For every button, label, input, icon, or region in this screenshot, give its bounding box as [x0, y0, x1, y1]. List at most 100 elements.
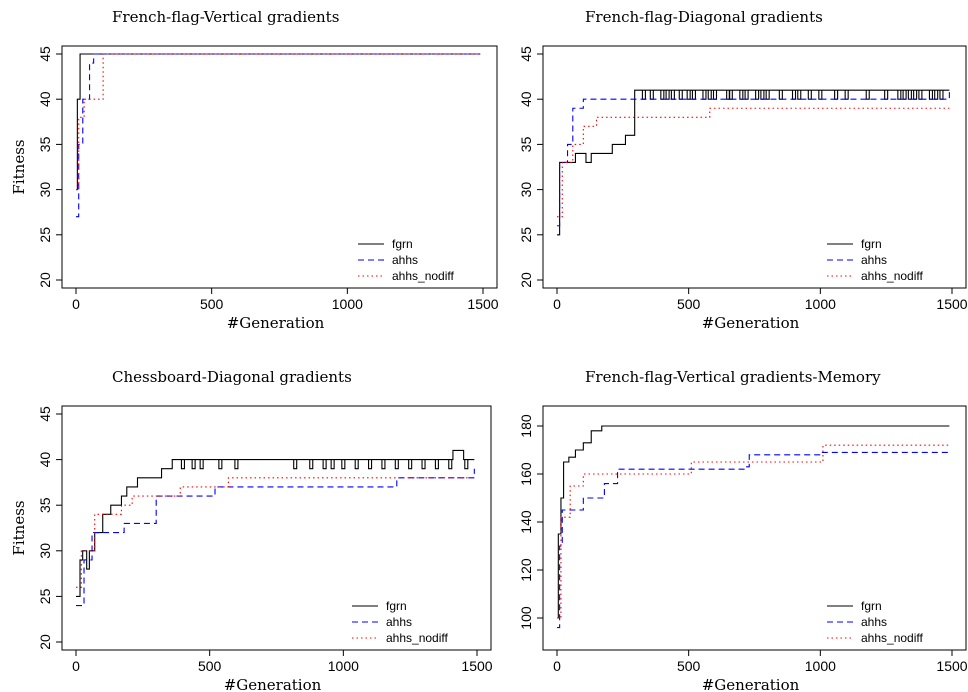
chart-panel-1: French-flag-Vertical gradients 0 500 1000 15… [10, 8, 499, 332]
series-spike-fgrn [464, 459, 469, 470]
y-tick-label: 20 [37, 634, 53, 650]
x-tick-label: 500 [200, 296, 224, 312]
legend-label-ahhs: ahhs [392, 253, 418, 267]
y-tick-label: 100 [518, 606, 534, 630]
x-tick-label: 1000 [332, 296, 363, 312]
series-line-ahhs [76, 53, 481, 218]
series-spike-fgrn [649, 90, 654, 100]
series-line-ahhs_nodiff [76, 53, 481, 191]
x-axis-label: #Generation [224, 676, 322, 692]
x-tick-label: 500 [677, 658, 701, 674]
legend-label-fgrn: fgrn [392, 237, 413, 251]
x-tick-label: 0 [553, 658, 561, 674]
chart-title: French-flag-Vertical gradients [112, 8, 339, 26]
legend-label-ahhs: ahhs [386, 615, 412, 629]
x-axis-label: #Generation [702, 676, 800, 692]
chart-title: French-flag-Diagonal gradients [585, 8, 823, 26]
series-spike-fgrn [913, 90, 918, 100]
x-tick-label: 500 [198, 658, 222, 674]
x-tick-label: 0 [72, 296, 80, 312]
series-spike-fgrn [421, 459, 426, 470]
series-spike-fgrn [934, 90, 939, 100]
x-tick-label: 1000 [805, 658, 836, 674]
series-spike-fgrn [807, 90, 812, 100]
series-spike-fgrn [884, 90, 889, 100]
plot-frame [61, 405, 492, 651]
series-spike-fgrn [191, 459, 196, 470]
y-tick-label: 45 [518, 46, 534, 62]
series-spike-fgrn [368, 459, 373, 470]
plot-frame [61, 45, 498, 289]
series-spike-fgrn [641, 90, 646, 100]
legend-label-fgrn: fgrn [861, 599, 882, 613]
chart-title: French-flag-Vertical gradients-Memory [585, 368, 881, 386]
series-spike-fgrn [660, 90, 665, 100]
y-axis-label: Fitness [10, 500, 28, 555]
series-spike-fgrn [670, 90, 675, 100]
series-spike-fgrn [341, 459, 346, 470]
series-line-ahhs [557, 90, 950, 227]
x-axis-label: #Generation [227, 314, 325, 332]
series-spike-fgrn [818, 90, 823, 100]
series-spike-fgrn [760, 90, 765, 100]
series-spike-fgrn [354, 459, 359, 470]
legend-label-ahhs_nodiff: ahhs_nodiff [392, 269, 455, 283]
legend-label-fgrn: fgrn [386, 599, 407, 613]
x-tick-label: 1000 [805, 296, 836, 312]
series-spike-fgrn [897, 90, 902, 100]
series-line-ahhs [76, 468, 475, 607]
chart-panel-2: French-flag-Diagonal gradients 0 500 1000 15… [518, 8, 968, 332]
y-tick-label: 45 [37, 46, 53, 62]
x-tick-label: 500 [677, 296, 701, 312]
y-tick-label: 20 [37, 272, 53, 288]
y-tick-label: 25 [518, 227, 534, 243]
series-spike-fgrn [180, 459, 185, 470]
x-tick-label: 1500 [936, 296, 967, 312]
legend-label-ahhs: ahhs [861, 253, 887, 267]
y-tick-label: 30 [37, 543, 53, 559]
series-line-ahhs_nodiff [557, 107, 950, 218]
legend-label-ahhs_nodiff: ahhs_nodiff [861, 631, 924, 645]
series-spike-fgrn [234, 459, 239, 470]
series-spike-fgrn [394, 459, 399, 470]
y-tick-label: 45 [37, 406, 53, 422]
series-spike-fgrn [707, 90, 712, 100]
series-spike-fgrn [712, 90, 718, 100]
series-spike-fgrn [686, 90, 691, 100]
x-tick-label: 1500 [467, 296, 498, 312]
series-spike-fgrn [330, 459, 335, 470]
plot-frame [542, 45, 967, 289]
series-line-fgrn [557, 425, 950, 619]
y-tick-label: 35 [37, 136, 53, 152]
series-spike-fgrn [928, 90, 933, 100]
y-tick-label: 140 [518, 510, 534, 534]
series-spike-fgrn [199, 459, 204, 470]
y-tick-label: 35 [37, 497, 53, 513]
y-tick-label: 180 [518, 414, 534, 438]
series-spike-fgrn [665, 90, 670, 100]
series-spike-fgrn [939, 90, 944, 100]
y-tick-label: 30 [518, 182, 534, 198]
series-spike-fgrn [381, 459, 386, 470]
series-line-ahhs [557, 451, 950, 629]
legend-label-fgrn: fgrn [861, 237, 882, 251]
series-spike-fgrn [434, 459, 439, 470]
series-line-fgrn [76, 53, 481, 191]
series-spike-fgrn [765, 90, 770, 100]
x-tick-label: 0 [553, 296, 561, 312]
chart-panel-4: French-flag-Vertical gradients-Memory 0 50… [518, 368, 968, 692]
x-tick-label: 0 [72, 658, 80, 674]
y-tick-label: 30 [37, 182, 53, 198]
series-spike-fgrn [907, 90, 912, 100]
series-spike-fgrn [865, 90, 870, 100]
series-line-fgrn [557, 89, 950, 236]
series-spike-fgrn [918, 90, 923, 100]
plot-frame [542, 405, 967, 651]
series-spike-fgrn [791, 90, 797, 100]
y-axis-label: Fitness [10, 139, 28, 194]
x-tick-label: 1500 [461, 658, 492, 674]
y-tick-label: 35 [518, 136, 534, 152]
series-spike-fgrn [309, 459, 314, 470]
series-spike-fgrn [844, 90, 849, 100]
